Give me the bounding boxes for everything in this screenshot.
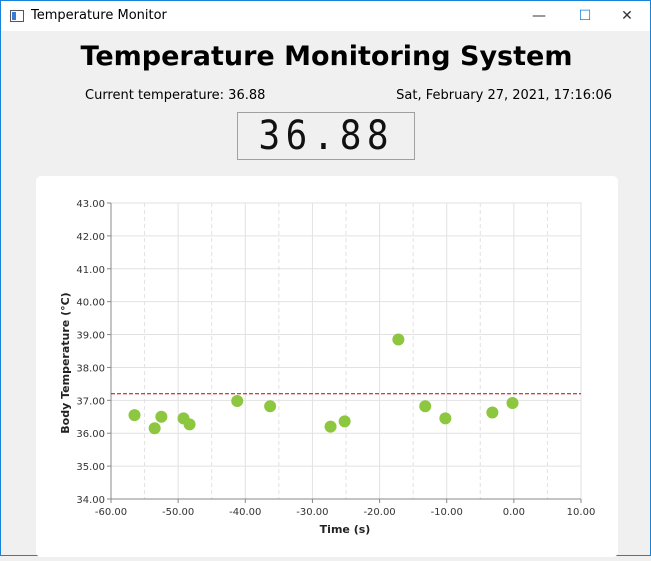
chart-points	[128, 333, 519, 435]
window-title: Temperature Monitor	[31, 8, 167, 23]
close-button[interactable]: ✕	[604, 1, 650, 31]
maximize-button[interactable]: ☐	[562, 1, 608, 31]
data-point	[392, 333, 405, 346]
datetime-label: Sat, February 27, 2021, 17:16:06	[396, 88, 612, 103]
data-point	[338, 415, 351, 428]
app-icon	[10, 10, 24, 22]
y-tick-label: 42.00	[76, 232, 105, 243]
x-tick-label: -30.00	[296, 507, 328, 518]
y-tick-label: 37.00	[76, 396, 105, 407]
close-icon: ✕	[621, 8, 633, 24]
current-temperature-label: Current temperature: 36.88	[85, 88, 266, 103]
y-axis-label: Body Temperature (°C)	[59, 292, 72, 433]
x-tick-label: 10.00	[567, 507, 596, 518]
data-point	[231, 394, 244, 407]
x-axis-label: Time (s)	[320, 523, 371, 536]
y-tick-label: 39.00	[76, 331, 105, 342]
x-tick-label: -10.00	[431, 507, 463, 518]
chart-grid	[110, 202, 582, 500]
data-point	[148, 422, 161, 435]
chart-axes: 34.00 35.00 36.00 37.00 38.00 39.00 40.00 41.00…	[76, 199, 595, 518]
x-tick-label: 0.00	[503, 507, 525, 518]
minimize-icon: —	[532, 8, 546, 24]
maximize-icon: ☐	[578, 8, 592, 24]
data-point	[128, 409, 141, 422]
minimize-button[interactable]: —	[516, 1, 562, 31]
data-point	[486, 406, 499, 419]
y-tick-label: 40.00	[76, 298, 105, 309]
x-tick-label: -60.00	[95, 507, 127, 518]
title-bar[interactable]: Temperature Monitor — ☐ ✕	[1, 1, 650, 31]
y-tick-label: 41.00	[76, 265, 105, 276]
data-point	[183, 418, 196, 431]
data-point	[439, 412, 452, 425]
y-tick-label: 38.00	[76, 363, 105, 374]
y-tick-label: 36.00	[76, 429, 105, 440]
x-tick-label: -40.00	[229, 507, 261, 518]
x-tick-label: -50.00	[162, 507, 194, 518]
lcd-display: 36.88	[237, 112, 415, 160]
x-tick-label: -20.00	[363, 507, 395, 518]
data-point	[506, 396, 519, 409]
temperature-chart: 34.00 35.00 36.00 37.00 38.00 39.00 40.00 41.00…	[59, 199, 595, 536]
data-point	[264, 400, 277, 413]
y-tick-label: 35.00	[76, 462, 105, 473]
chart-panel: 34.00 35.00 36.00 37.00 38.00 39.00 40.00 41.00…	[36, 176, 618, 557]
data-point	[155, 410, 168, 423]
lcd-value: 36.88	[258, 113, 394, 159]
data-point	[419, 400, 432, 413]
data-point	[324, 420, 337, 433]
page-title: Temperature Monitoring System	[80, 41, 573, 72]
y-tick-label: 43.00	[76, 199, 105, 210]
y-tick-label: 34.00	[76, 495, 105, 506]
